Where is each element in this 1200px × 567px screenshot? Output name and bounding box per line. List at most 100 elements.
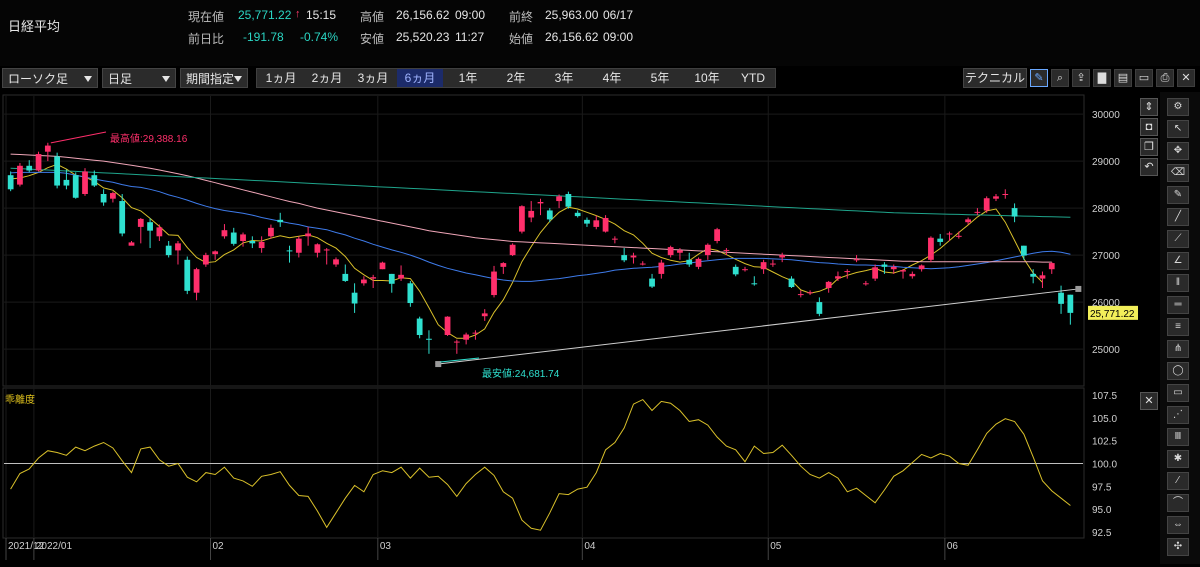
export-icon[interactable]: ⇪ (1072, 69, 1090, 87)
fibonacci-icon[interactable]: ≡ (1167, 318, 1189, 336)
price-axis-label: 29000 (1092, 157, 1120, 168)
period-1y-button[interactable]: 1年 (458, 71, 478, 85)
period-2m-button[interactable]: 2ヵ月 (311, 71, 343, 85)
drawing-tools: ⚙ ↖ ✥ ⌫ ✎ ╱ ⟋ ∠ ‖ ═ ≡ ⋔ ◯ ▭ ⋰ Ⅲ ✱ ⁄ ⌒ ⇔ … (1160, 92, 1200, 564)
candle (110, 191, 116, 203)
candle (286, 245, 293, 263)
period-3m-button[interactable]: 3ヵ月 (357, 71, 389, 85)
period-range-select[interactable]: 期間指定 (180, 68, 248, 88)
price-chart[interactable]: 最高値:29,388.16 最安値:24,681.74 25,771.22 乖離… (0, 92, 1160, 564)
candle-body (361, 279, 367, 284)
candle (760, 259, 767, 274)
chart-type-select[interactable]: ローソク足 (2, 68, 98, 88)
print-icon[interactable]: ⎙ (1156, 69, 1174, 87)
star-icon[interactable]: ✱ (1167, 450, 1189, 468)
candle-body (137, 218, 144, 227)
candle (258, 236, 265, 253)
price-axis-label: 26000 (1092, 298, 1120, 309)
arc-icon[interactable]: ⌒ (1167, 494, 1189, 512)
brush-icon[interactable]: ⁄ (1167, 472, 1189, 490)
crosshair-icon[interactable]: ✥ (1167, 142, 1189, 160)
technical-button[interactable]: テクニカル (963, 68, 1027, 88)
period-3y-button[interactable]: 3年 (554, 71, 574, 85)
copy-icon[interactable]: ❐ (1140, 138, 1158, 156)
candle-body (44, 145, 51, 152)
horizontal-line-icon[interactable]: ═ (1167, 296, 1189, 314)
trend-line (50, 131, 1082, 368)
vertical-lines-icon[interactable]: ‖ (1167, 274, 1189, 292)
chevron-down-icon (84, 76, 92, 82)
period-10y-button[interactable]: 10年 (694, 71, 720, 85)
candle-body (258, 241, 265, 249)
move-icon[interactable]: ✣ (1167, 538, 1189, 556)
oscillator-axis-label: 102.5 (1092, 437, 1117, 448)
prev-close-label: 前終 (509, 10, 534, 24)
candle-body (323, 249, 330, 251)
channel-icon[interactable]: ∠ (1167, 252, 1189, 270)
cycle-lines-icon[interactable]: Ⅲ (1167, 428, 1189, 446)
document-icon[interactable]: ▤ (1114, 69, 1132, 87)
candle (835, 271, 841, 281)
candle-body (928, 237, 934, 260)
eraser-icon[interactable]: ⌫ (1167, 164, 1189, 182)
date-axis-label: 2021/12 (8, 541, 45, 552)
zoom-icon[interactable]: ⌕ (1051, 69, 1069, 87)
trendline-handle (435, 361, 442, 368)
candle (649, 273, 655, 288)
chart-type-icon[interactable]: ▇ (1093, 69, 1111, 87)
candle (900, 269, 906, 279)
candle (704, 243, 711, 260)
lock-icon[interactable]: ◘ (1140, 118, 1158, 136)
candle (686, 252, 693, 267)
cursor-icon[interactable]: ↖ (1167, 120, 1189, 138)
candle-body (370, 277, 377, 279)
pencil-icon[interactable]: ✎ (1167, 186, 1189, 204)
pitchfork-icon[interactable]: ⋔ (1167, 340, 1189, 358)
ellipse-icon[interactable]: ◯ (1167, 362, 1189, 380)
candle (268, 224, 274, 239)
period-4y-button[interactable]: 4年 (602, 71, 622, 85)
candle-body (649, 278, 655, 287)
ray-icon[interactable]: ⟋ (1167, 230, 1189, 248)
period-1m-button[interactable]: 1ヵ月 (265, 71, 297, 85)
candle (416, 316, 423, 339)
chart-toolbar: ローソク足 日足 期間指定 1ヵ月 2ヵ月 3ヵ月 6ヵ月 1年 2年 3年 4… (0, 68, 1200, 90)
trendline-icon[interactable]: ╱ (1167, 208, 1189, 226)
pen-icon[interactable]: ✎ (1030, 69, 1048, 87)
fit-icon[interactable]: ⇕ (1140, 98, 1158, 116)
period-2y-button[interactable]: 2年 (506, 71, 526, 85)
oscillator-name: 乖離度 (5, 393, 35, 406)
candle (853, 255, 860, 263)
oscillator-axis-label: 97.5 (1092, 482, 1112, 493)
price-panel-frame (2, 94, 1085, 387)
chart-area[interactable]: 最高値:29,388.16 最安値:24,681.74 25,771.22 乖離… (0, 92, 1160, 564)
folder-icon[interactable]: ▭ (1135, 69, 1153, 87)
period-ytd-button[interactable]: YTD (741, 71, 765, 85)
candle (295, 236, 302, 258)
candle (119, 194, 126, 237)
close-oscillator-icon[interactable]: ✕ (1140, 392, 1158, 410)
candle-body (398, 274, 404, 279)
period-6m-button[interactable]: 6ヵ月 (397, 69, 443, 87)
candle-body (110, 193, 116, 199)
candle-body (797, 294, 804, 296)
candle (175, 241, 181, 265)
interval-select[interactable]: 日足 (102, 68, 176, 88)
gann-fan-icon[interactable]: ⋰ (1167, 406, 1189, 424)
candle (816, 297, 823, 317)
close-icon[interactable]: ✕ (1177, 69, 1195, 87)
candle-body (388, 273, 395, 284)
settings-icon[interactable]: ⚙ (1167, 98, 1189, 116)
candle-body (751, 283, 758, 285)
undo-icon[interactable]: ↶ (1140, 158, 1158, 176)
low-time: 11:27 (455, 30, 485, 44)
rectangle-icon[interactable]: ▭ (1167, 384, 1189, 402)
measure-icon[interactable]: ⇔ (1167, 516, 1189, 534)
period-5y-button[interactable]: 5年 (650, 71, 670, 85)
candle (955, 231, 962, 239)
candle (779, 252, 786, 263)
period-buttons: 1ヵ月 2ヵ月 3ヵ月 6ヵ月 1年 2年 3年 4年 5年 10年 YTD (256, 68, 776, 88)
candle (491, 265, 497, 298)
candle-body (1002, 194, 1009, 195)
candle-body (909, 273, 916, 277)
